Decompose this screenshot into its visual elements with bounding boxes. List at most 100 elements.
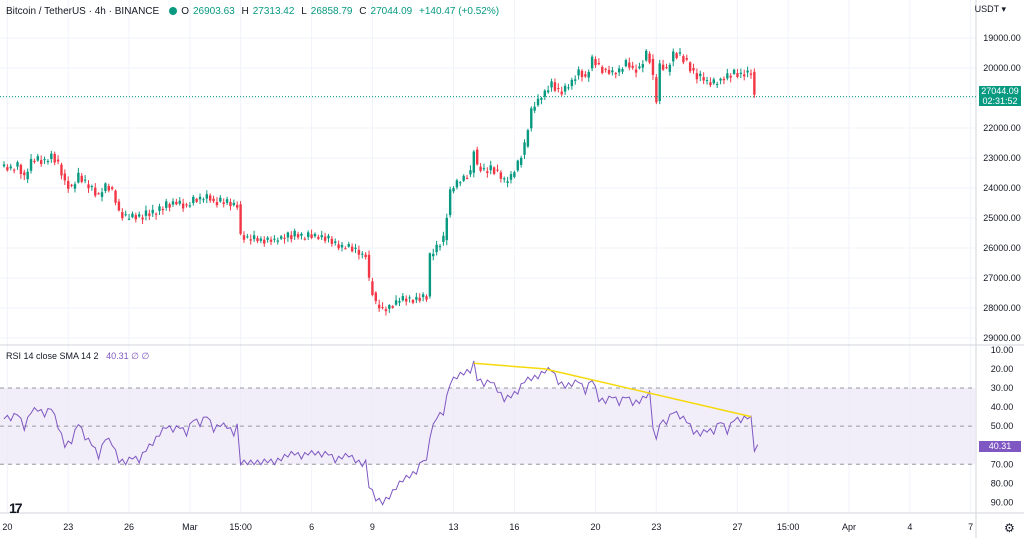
candle-body bbox=[114, 190, 117, 203]
candle-body bbox=[641, 64, 645, 68]
candle-body bbox=[526, 130, 530, 147]
candle-body bbox=[19, 164, 23, 175]
candle-body bbox=[246, 236, 249, 238]
candle-body bbox=[266, 237, 269, 240]
candle-body bbox=[486, 171, 489, 173]
candle-body bbox=[175, 201, 178, 205]
candle-body bbox=[334, 241, 337, 243]
candle-body bbox=[506, 181, 509, 183]
candle-body bbox=[415, 296, 418, 300]
low-label: L bbox=[301, 6, 307, 17]
candle-body bbox=[482, 168, 486, 170]
candle-body bbox=[391, 306, 394, 308]
candle-body bbox=[749, 73, 753, 75]
candle-body bbox=[442, 235, 445, 242]
candle-body bbox=[23, 172, 26, 176]
candle-body bbox=[148, 213, 151, 216]
candle-body bbox=[655, 77, 658, 103]
candle-body bbox=[425, 296, 428, 300]
candle-body bbox=[161, 208, 165, 211]
candle-body bbox=[290, 235, 293, 240]
candle-body bbox=[594, 59, 597, 66]
currency-selector[interactable]: USDT ▾ bbox=[975, 4, 1006, 15]
gear-icon[interactable]: ⚙ bbox=[1004, 521, 1015, 535]
rsi-tick-label: 20.00 bbox=[991, 364, 1014, 374]
candle-body bbox=[580, 70, 584, 78]
symbol-legend: Bitcoin / TetherUS · 4h · BINANCE O 26903.… bbox=[6, 6, 503, 17]
candle-body bbox=[33, 160, 36, 163]
candle-body bbox=[621, 69, 624, 72]
candle-body bbox=[462, 175, 465, 181]
candle-body bbox=[310, 234, 313, 238]
time-tick-label: 15:00 bbox=[777, 522, 800, 532]
candle-body bbox=[16, 162, 19, 167]
price-tick-label: 27000.00 bbox=[983, 273, 1021, 283]
candle-body bbox=[232, 202, 236, 206]
candle-body bbox=[729, 75, 732, 78]
candle-body bbox=[672, 51, 675, 62]
rsi-tick-label: 10.00 bbox=[991, 345, 1014, 355]
candle-body bbox=[60, 164, 63, 176]
close-value: 27044.09 bbox=[370, 6, 413, 17]
candle-body bbox=[178, 200, 181, 204]
candle-body bbox=[638, 66, 641, 69]
time-tick-label: 27 bbox=[732, 522, 742, 532]
symbol-title[interactable]: Bitcoin / TetherUS · 4h · BINANCE bbox=[6, 6, 160, 17]
candle-body bbox=[567, 87, 570, 89]
candle-body bbox=[452, 188, 455, 192]
rsi-tick-label: 50.00 bbox=[991, 421, 1014, 431]
candle-body bbox=[165, 201, 168, 208]
candle-body bbox=[530, 108, 533, 129]
candle-body bbox=[276, 240, 279, 242]
candle-body bbox=[350, 246, 354, 252]
candle-body bbox=[476, 149, 479, 165]
time-tick-label: Apr bbox=[842, 522, 856, 532]
candle-body bbox=[344, 248, 347, 250]
candle-body bbox=[53, 153, 56, 163]
candle-body bbox=[259, 238, 263, 241]
candle-body bbox=[134, 215, 138, 220]
rsi-legend[interactable]: RSI 14 close SMA 14 2 40.31 ∅ ∅ bbox=[6, 351, 149, 362]
candle-body bbox=[269, 239, 273, 242]
candle-body bbox=[712, 79, 715, 84]
candle-body bbox=[354, 247, 357, 249]
candle-body bbox=[682, 56, 685, 63]
rsi-tick-label: 80.00 bbox=[991, 478, 1014, 488]
candle-body bbox=[188, 205, 192, 207]
candle-body bbox=[388, 305, 391, 309]
candle-body bbox=[263, 239, 266, 244]
candle-body bbox=[236, 204, 239, 208]
candle-body bbox=[411, 300, 415, 303]
candle-body bbox=[117, 201, 121, 211]
candle-body bbox=[384, 309, 388, 312]
time-tick-label: 23 bbox=[63, 522, 73, 532]
candle-body bbox=[732, 69, 736, 74]
candle-body bbox=[181, 203, 185, 209]
candle-body bbox=[739, 72, 743, 75]
candle-body bbox=[455, 180, 459, 188]
candle-body bbox=[597, 62, 601, 65]
candle-body bbox=[570, 79, 574, 87]
candle-body bbox=[2, 164, 6, 167]
tradingview-logo-icon[interactable]: 17 bbox=[9, 500, 23, 516]
candle-body bbox=[394, 300, 398, 305]
candle-body bbox=[499, 172, 503, 179]
change-value: +140.47 (+0.52%) bbox=[419, 6, 500, 17]
time-tick-label: 4 bbox=[907, 522, 912, 532]
candle-body bbox=[337, 244, 340, 249]
candle-body bbox=[185, 204, 188, 206]
candle-body bbox=[513, 172, 516, 177]
candle-body bbox=[307, 232, 310, 238]
candle-body bbox=[685, 58, 688, 60]
time-tick-label: Mar bbox=[182, 522, 198, 532]
candle-body bbox=[432, 253, 435, 257]
candle-body bbox=[715, 84, 719, 86]
candle-body bbox=[614, 73, 617, 75]
candle-body bbox=[736, 73, 739, 77]
candle-body bbox=[709, 82, 712, 86]
time-tick-label: 26 bbox=[124, 522, 134, 532]
candle-body bbox=[225, 199, 229, 203]
candle-body bbox=[469, 170, 472, 175]
candle-body bbox=[688, 62, 692, 72]
